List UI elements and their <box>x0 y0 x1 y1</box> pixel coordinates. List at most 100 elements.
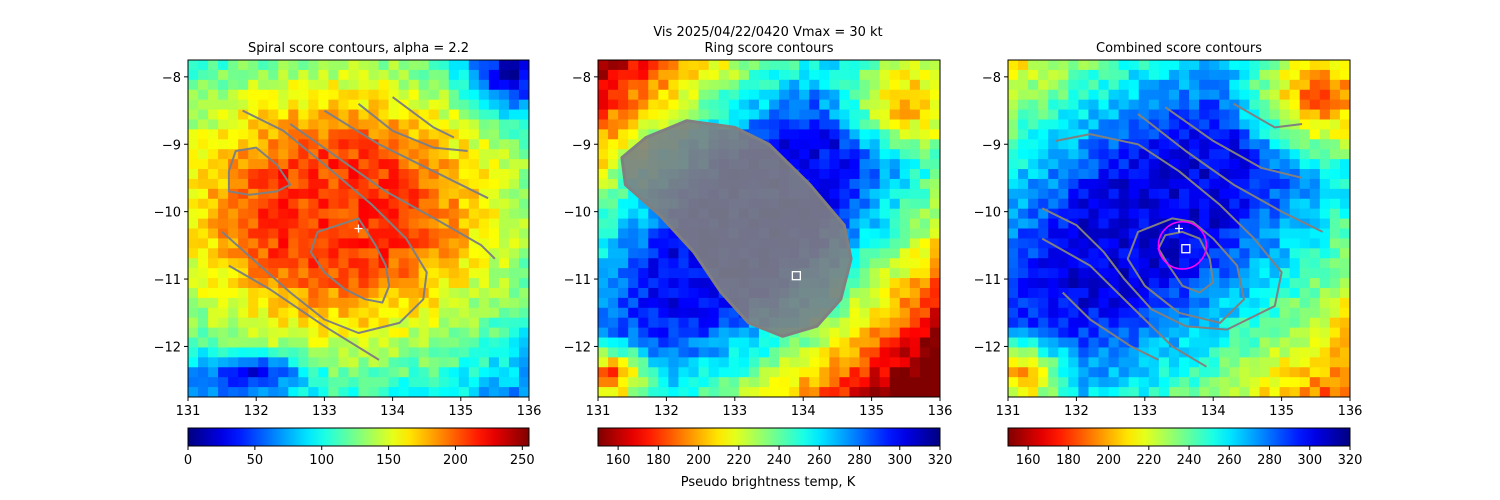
contour-line <box>221 109 428 334</box>
y-tick-label: −9 <box>572 138 591 153</box>
x-tick-label: 133 <box>1132 404 1157 419</box>
center-plus-marker <box>354 224 363 233</box>
colorbar-tick-label: 250 <box>510 453 535 468</box>
heatmap-field <box>188 60 529 397</box>
panel-title: Combined score contours <box>1096 41 1262 56</box>
x-tick-label: 134 <box>1201 404 1226 419</box>
x-tick-label: 135 <box>1269 404 1294 419</box>
contour-line <box>357 103 468 152</box>
colorbar-tick-label: 150 <box>376 453 401 468</box>
heatmap-field <box>1008 60 1350 397</box>
colorbar-tick-label: 300 <box>887 453 912 468</box>
colorbar-tick-label: 50 <box>247 453 264 468</box>
colorbar-tick-label: 320 <box>1338 453 1363 468</box>
y-tick-label: −12 <box>974 340 1001 355</box>
center-plus-marker <box>1175 224 1183 233</box>
heatmap-field <box>598 60 940 397</box>
colorbar-tick-label: 320 <box>928 453 953 468</box>
y-tick-label: −8 <box>162 71 181 86</box>
x-tick-label: 135 <box>448 404 473 419</box>
contour-line <box>309 217 391 304</box>
center-square-marker <box>1181 244 1191 254</box>
contour-line <box>289 123 496 260</box>
contour-line <box>1041 133 1283 331</box>
x-tick-label: 131 <box>176 404 201 419</box>
x-tick-label: 132 <box>654 404 679 419</box>
colorbar-tick-label: 180 <box>646 453 671 468</box>
axes-frame <box>597 59 941 398</box>
colorbar-tick-label: 280 <box>847 453 872 468</box>
y-tick-label: −10 <box>564 206 591 221</box>
suptitle-line1: Vis 2025/04/22/0420 Vmax = 30 kt <box>653 25 882 40</box>
colorbar-tick-label: 0 <box>184 453 192 468</box>
y-tick-label: −11 <box>154 273 181 288</box>
x-tick-label: 136 <box>517 404 542 419</box>
colorbar-tick-label: 280 <box>1257 453 1282 468</box>
panel-title: Spiral score contours, alpha = 2.2 <box>248 41 469 56</box>
x-tick-label: 132 <box>244 404 269 419</box>
colorbar-tick-label: 260 <box>807 453 832 468</box>
center-square-marker <box>791 271 802 281</box>
x-tick-label: 136 <box>1338 404 1363 419</box>
colorbar-gradient <box>597 427 941 447</box>
y-tick-label: −8 <box>982 71 1001 86</box>
contour-line <box>1157 230 1215 294</box>
center-circle-marker <box>1157 220 1208 270</box>
colorbar-tick-label: 220 <box>726 453 751 468</box>
x-tick-label: 134 <box>791 404 816 419</box>
panel-1: Spiral score contours, alpha = 2.2 131 132… <box>154 41 542 468</box>
contour-line <box>1164 106 1303 179</box>
contour-line <box>323 109 489 200</box>
contour-line <box>1137 113 1324 233</box>
x-tick-label: 133 <box>312 404 337 419</box>
panel-title: Ring score contours <box>704 41 833 56</box>
contour-line <box>227 146 292 196</box>
contour-line <box>392 96 455 139</box>
y-tick-label: −10 <box>974 206 1001 221</box>
colorbar-tick-label: 180 <box>1056 453 1081 468</box>
colorbar: 0 50 100 150 200 250 <box>184 427 535 468</box>
colorbar-gradient <box>187 427 530 447</box>
axes-frame <box>187 59 530 398</box>
y-tick-label: −12 <box>564 340 591 355</box>
colorbar-tick-label: 240 <box>767 453 792 468</box>
ring-score-contour-region <box>620 119 853 338</box>
y-tick-label: −9 <box>982 138 1001 153</box>
x-tick-label: 136 <box>928 404 953 419</box>
colorbar-label: Pseudo brightness temp, K <box>681 475 856 490</box>
contour-line <box>1233 102 1303 129</box>
y-tick-label: −9 <box>162 138 181 153</box>
panel-3: Combined score contours 131 132 133 134 135 13… <box>974 41 1363 468</box>
colorbar-tick-label: 200 <box>1096 453 1121 468</box>
colorbar-tick-label: 240 <box>1177 453 1202 468</box>
contour-line <box>1061 291 1159 361</box>
colorbar-tick-label: 200 <box>443 453 468 468</box>
contour-line <box>1126 217 1245 324</box>
colorbar-gradient <box>1007 427 1351 447</box>
y-tick-label: −8 <box>572 71 591 86</box>
colorbar-tick-label: 220 <box>1136 453 1161 468</box>
contour-line <box>228 264 380 361</box>
colorbar-tick-label: 300 <box>1297 453 1322 468</box>
y-tick-label: −10 <box>154 206 181 221</box>
colorbar: 160 180 200 220 240 260 280 300 320 <box>1007 427 1363 468</box>
panel-2: Ring score contours 131 132 133 134 135 136 −8 −… <box>564 41 953 468</box>
contour-line <box>1041 237 1207 368</box>
x-tick-label: 131 <box>996 404 1021 419</box>
colorbar-tick-label: 260 <box>1217 453 1242 468</box>
x-tick-label: 133 <box>722 404 747 419</box>
y-tick-label: −11 <box>564 273 591 288</box>
axes-frame <box>1007 59 1351 398</box>
colorbar-tick-label: 160 <box>1016 453 1041 468</box>
colorbar-tick-label: 200 <box>686 453 711 468</box>
y-tick-label: −11 <box>974 273 1001 288</box>
x-tick-label: 132 <box>1064 404 1089 419</box>
colorbar: 160 180 200 220 240 260 280 300 320 <box>597 427 953 468</box>
x-tick-label: 131 <box>586 404 611 419</box>
x-tick-label: 134 <box>380 404 405 419</box>
colorbar-tick-label: 100 <box>309 453 334 468</box>
colorbar-tick-label: 160 <box>606 453 631 468</box>
x-tick-label: 135 <box>859 404 884 419</box>
y-tick-label: −12 <box>154 340 181 355</box>
